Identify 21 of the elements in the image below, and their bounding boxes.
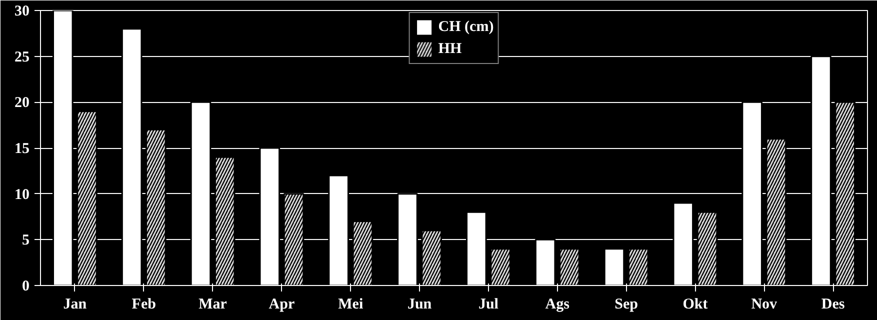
x-tick-label: Des bbox=[821, 296, 845, 312]
x-tick-label: Apr bbox=[268, 296, 295, 312]
x-tick-label: Ags bbox=[545, 296, 570, 312]
x-tick-label: Jan bbox=[63, 296, 88, 312]
x-tick-label: Sep bbox=[614, 296, 638, 312]
y-tick-label: 20 bbox=[14, 95, 30, 112]
y-tick-label: 15 bbox=[14, 141, 30, 157]
y-tick-label: 30 bbox=[14, 4, 30, 20]
x-tick-label: Jul bbox=[478, 296, 498, 312]
legend-label: HH bbox=[438, 40, 462, 58]
y-tick-label: 10 bbox=[14, 186, 30, 203]
y-tick-label: 0 bbox=[22, 278, 30, 294]
x-tick-label: Mar bbox=[198, 296, 228, 312]
x-tick-label: Feb bbox=[132, 296, 156, 312]
y-tick-label: 25 bbox=[14, 49, 30, 66]
x-tick-label: Mei bbox=[338, 296, 364, 312]
y-tick-label: 5 bbox=[22, 232, 30, 249]
legend-label: CH (cm) bbox=[438, 18, 494, 36]
x-tick-label: Nov bbox=[751, 296, 778, 312]
x-tick-label: Okt bbox=[682, 296, 708, 312]
x-tick-label: Jun bbox=[407, 296, 432, 312]
